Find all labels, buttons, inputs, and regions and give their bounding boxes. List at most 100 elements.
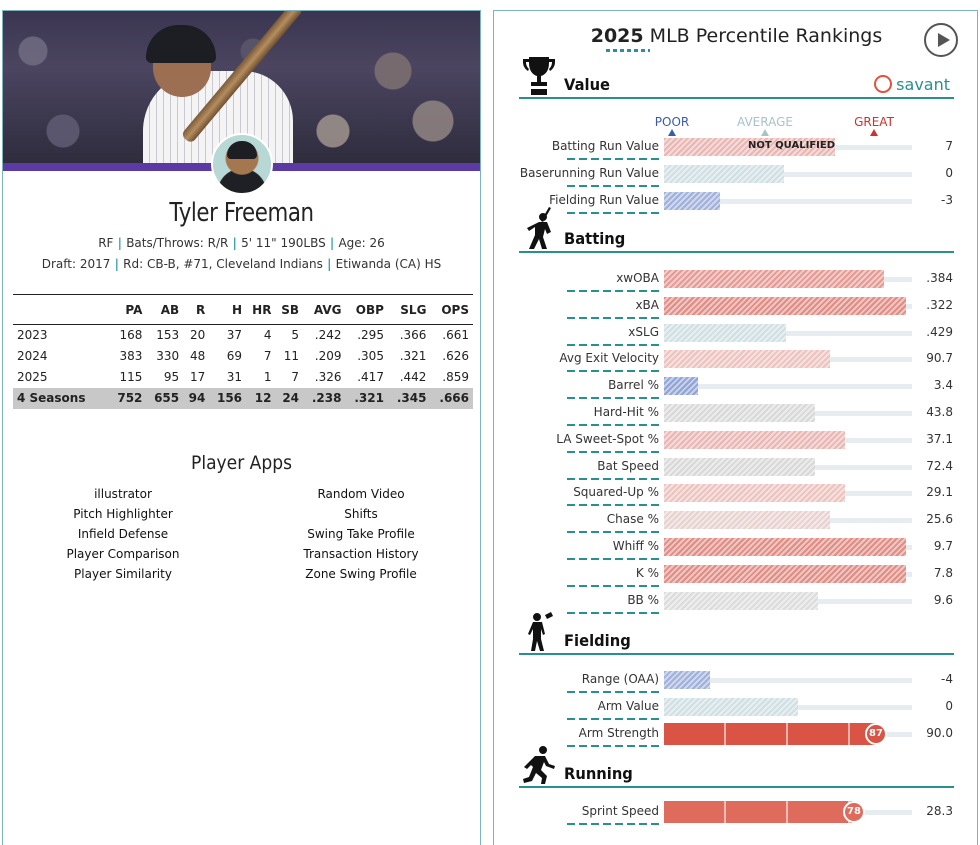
metric-label: Barrel % bbox=[608, 378, 659, 393]
metric-row[interactable]: xwOBA .384 bbox=[494, 267, 977, 294]
table-cell: 115 bbox=[119, 370, 143, 384]
table-cell: .859 bbox=[442, 370, 469, 384]
stats-column-header[interactable]: OBP bbox=[345, 294, 388, 325]
percentile-bar bbox=[664, 270, 884, 288]
metric-divider bbox=[567, 558, 659, 560]
table-cell: .321 bbox=[345, 387, 388, 409]
player-app-link[interactable]: Pitch Highlighter bbox=[73, 507, 173, 521]
metric-row[interactable]: Sprint Speed 78 28.3 bbox=[494, 800, 977, 827]
stats-column-header[interactable]: OPS bbox=[430, 294, 473, 325]
metric-row[interactable]: BB % 9.6 bbox=[494, 589, 977, 616]
table-cell: 69 bbox=[226, 349, 243, 363]
player-app-link[interactable]: Player Similarity bbox=[74, 567, 172, 581]
percentile-badge: 87 bbox=[865, 722, 887, 745]
section-header-value: Value savant bbox=[519, 57, 954, 99]
stats-column-header[interactable]: SB bbox=[275, 294, 304, 325]
table-cell: .295 bbox=[357, 328, 384, 343]
percentile-badge: 78 bbox=[843, 801, 865, 823]
section-header-fielding: Fielding bbox=[519, 612, 954, 655]
title-underline bbox=[606, 49, 650, 52]
savant-logo-text: savant bbox=[896, 75, 950, 94]
legend-great: GREAT bbox=[839, 115, 909, 136]
percentile-track bbox=[664, 171, 912, 177]
metric-divider bbox=[567, 397, 659, 400]
bio-field: Etiwanda (CA) HS bbox=[335, 257, 442, 271]
metric-row[interactable]: Arm Strength 87 90.0 bbox=[494, 722, 977, 749]
percentile-bar bbox=[664, 350, 830, 369]
metric-row[interactable]: Barrel % 3.4 bbox=[494, 374, 977, 401]
metric-row[interactable]: Hard-Hit % 43.8 bbox=[494, 401, 977, 428]
separator: | bbox=[113, 236, 127, 250]
player-app-link[interactable]: Swing Take Profile bbox=[307, 527, 415, 541]
player-app-link[interactable]: Random Video bbox=[317, 487, 405, 501]
player-app-link[interactable]: Shifts bbox=[344, 507, 378, 521]
legend-average: AVERAGE bbox=[730, 115, 800, 136]
player-draft-line: Draft: 2017 | Rd: CB-B, #71, Cleveland I… bbox=[3, 257, 480, 271]
metric-label: Arm Strength bbox=[578, 725, 659, 740]
separator: | bbox=[322, 257, 336, 271]
metric-divider bbox=[567, 823, 659, 825]
section-header-batting: Batting bbox=[519, 207, 954, 253]
metric-row[interactable]: Whiff % 9.7 bbox=[494, 535, 977, 562]
table-cell: 20 bbox=[190, 328, 206, 343]
stats-column-header[interactable]: R bbox=[183, 294, 210, 325]
player-apps-title: Player Apps bbox=[191, 452, 292, 474]
metric-label: Whiff % bbox=[612, 539, 659, 553]
section-header-running: Running bbox=[519, 746, 954, 788]
stats-column-header[interactable]: HR bbox=[246, 294, 276, 325]
batter-icon bbox=[527, 207, 551, 249]
table-cell: 2025 bbox=[17, 370, 48, 384]
player-app-link[interactable]: Infield Defense bbox=[77, 527, 169, 541]
metric-row[interactable]: Batting Run Value NOT QUALIFIED 7 bbox=[494, 135, 977, 162]
player-app-link[interactable]: Player Comparison bbox=[66, 547, 180, 561]
metric-label: Bat Speed bbox=[597, 458, 659, 473]
stats-column-header[interactable]: AB bbox=[146, 294, 184, 325]
play-animation-button[interactable] bbox=[924, 23, 958, 57]
metric-row[interactable]: Range (OAA) -4 bbox=[494, 668, 977, 695]
metric-value: 28.3 bbox=[926, 804, 953, 818]
percentile-bar bbox=[664, 484, 845, 503]
table-cell: 330 bbox=[156, 349, 180, 363]
legend-poor: POOR bbox=[637, 115, 707, 136]
metric-row[interactable]: K % 7.8 bbox=[494, 562, 977, 589]
metric-label: Sprint Speed bbox=[581, 804, 659, 818]
metric-row[interactable]: Bat Speed 72.4 bbox=[494, 455, 977, 482]
metric-label: Hard-Hit % bbox=[593, 405, 659, 419]
metric-row[interactable]: Avg Exit Velocity 90.7 bbox=[494, 347, 977, 374]
player-card: Tyler Freeman RF | Bats/Throws: R/R | 5'… bbox=[2, 10, 481, 845]
metric-label: Baserunning Run Value bbox=[519, 165, 659, 180]
metric-row[interactable]: LA Sweet-Spot % 37.1 bbox=[494, 428, 977, 455]
percentile-bar bbox=[664, 296, 906, 315]
table-cell: .305 bbox=[357, 349, 384, 363]
player-app-link[interactable]: Zone Swing Profile bbox=[305, 567, 417, 581]
stats-header-row: PA AB R H HR SB AVG OBP SLG OPS bbox=[13, 294, 473, 325]
metric-label: BB % bbox=[627, 592, 659, 607]
metric-divider bbox=[567, 584, 659, 587]
metric-row[interactable]: Fielding Run Value -3 bbox=[494, 189, 977, 216]
table-cell: 156 bbox=[209, 387, 247, 409]
savant-logo[interactable]: savant bbox=[874, 75, 950, 94]
metric-row[interactable]: xSLG .429 bbox=[494, 321, 977, 348]
rankings-title: 2025 MLB Percentile Rankings bbox=[494, 25, 977, 47]
metric-row[interactable]: xBA .322 bbox=[494, 294, 977, 321]
stats-column-header[interactable]: SLG bbox=[387, 294, 431, 325]
table-cell: 7 bbox=[291, 370, 300, 384]
player-app-link[interactable]: Transaction History bbox=[303, 547, 419, 561]
stats-column-header[interactable]: AVG bbox=[303, 294, 346, 325]
metric-divider bbox=[567, 744, 659, 747]
metric-row[interactable]: Chase % 25.6 bbox=[494, 508, 977, 535]
bio-field: Draft: 2017 bbox=[41, 257, 111, 271]
table-cell: 37 bbox=[226, 328, 243, 343]
player-app-link[interactable]: illustrator bbox=[94, 487, 152, 501]
stats-column-header[interactable]: H bbox=[209, 294, 247, 325]
metric-row[interactable]: Baserunning Run Value 0 bbox=[494, 162, 977, 189]
stats-column-header[interactable] bbox=[13, 294, 110, 325]
stats-column-header[interactable]: PA bbox=[109, 294, 147, 325]
metric-divider bbox=[567, 158, 659, 160]
metric-row[interactable]: Arm Value 0 bbox=[494, 695, 977, 722]
table-cell: .345 bbox=[387, 387, 431, 409]
metric-row[interactable]: Squared-Up % 29.1 bbox=[494, 481, 977, 508]
metric-value: 7.8 bbox=[933, 565, 953, 580]
table-cell: .366 bbox=[399, 328, 427, 343]
metric-divider bbox=[567, 343, 659, 346]
